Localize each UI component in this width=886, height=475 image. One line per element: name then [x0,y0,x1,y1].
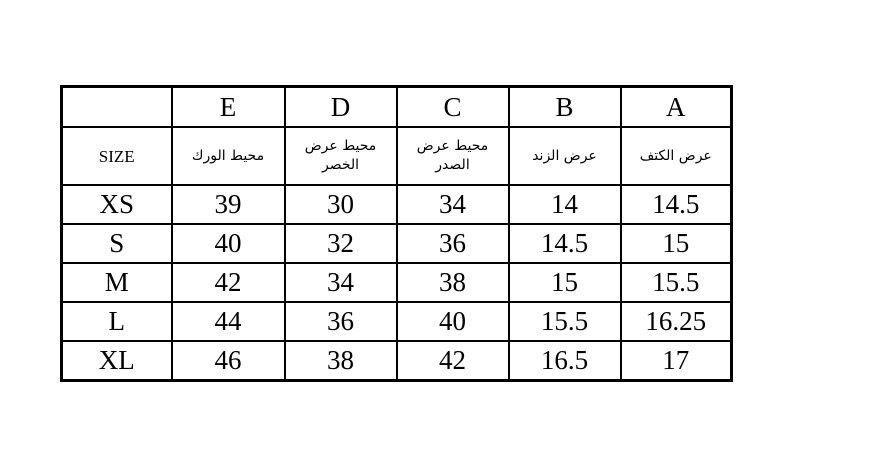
cell: 14.5 [619,184,733,225]
column-letter: E [170,85,286,128]
column-description: محيط عرض الخصر [283,126,398,186]
column-letter: A [619,85,733,128]
column-letter: D [283,85,398,128]
table-row: S 40 32 36 14.5 15 [60,223,733,264]
cell: 36 [283,301,398,342]
cell: 40 [395,301,510,342]
cell: 34 [283,262,398,303]
cell: 15.5 [507,301,622,342]
cell: 16.5 [507,340,622,382]
cell: 44 [170,301,286,342]
size-header: SIZE [60,126,173,186]
cell: 40 [170,223,286,264]
cell: 38 [283,340,398,382]
size-label: XS [60,184,173,225]
column-description: محيط عرض الصدر [395,126,510,186]
table-row: L 44 36 40 15.5 16.25 [60,301,733,342]
column-description-row: SIZE محيط الورك محيط عرض الخصر محيط عرض … [60,126,733,186]
cell: 17 [619,340,733,382]
table-row: XS 39 30 34 14 14.5 [60,184,733,225]
cell: 15.5 [619,262,733,303]
column-description: عرض الزند [507,126,622,186]
cell: 14 [507,184,622,225]
table-row: XL 46 38 42 16.5 17 [60,340,733,382]
cell: 38 [395,262,510,303]
size-label: XL [60,340,173,382]
cell: 39 [170,184,286,225]
cell: 34 [395,184,510,225]
size-label: M [60,262,173,303]
cell: 42 [395,340,510,382]
size-chart-table: E D C B A SIZE محيط الورك محيط عرض الخصر… [60,85,733,382]
corner-cell [60,85,173,128]
cell: 30 [283,184,398,225]
column-description: محيط الورك [170,126,286,186]
cell: 32 [283,223,398,264]
table-row: M 42 34 38 15 15.5 [60,262,733,303]
cell: 15 [619,223,733,264]
size-label: S [60,223,173,264]
column-description: عرض الكتف [619,126,733,186]
column-letter-row: E D C B A [60,85,733,128]
cell: 14.5 [507,223,622,264]
column-letter: C [395,85,510,128]
column-letter: B [507,85,622,128]
cell: 42 [170,262,286,303]
cell: 46 [170,340,286,382]
cell: 16.25 [619,301,733,342]
cell: 36 [395,223,510,264]
size-label: L [60,301,173,342]
cell: 15 [507,262,622,303]
